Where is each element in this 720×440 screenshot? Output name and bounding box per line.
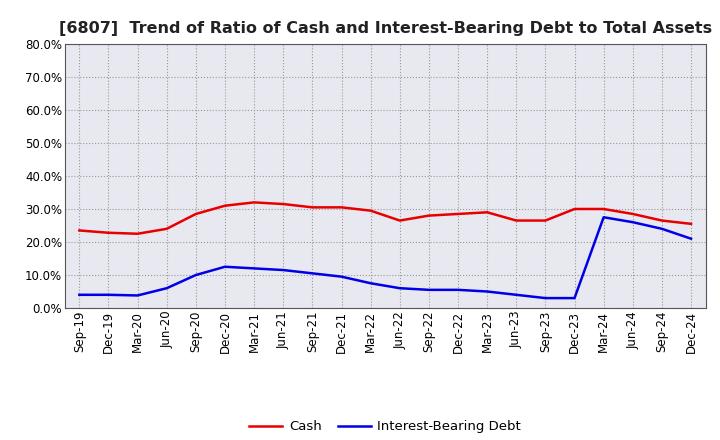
Interest-Bearing Debt	[75, 292, 84, 297]
Cash	[483, 210, 492, 215]
Cash	[220, 203, 229, 209]
Interest-Bearing Debt	[104, 292, 113, 297]
Cash	[163, 226, 171, 231]
Interest-Bearing Debt	[454, 287, 462, 293]
Interest-Bearing Debt	[163, 286, 171, 291]
Line: Interest-Bearing Debt: Interest-Bearing Debt	[79, 217, 691, 298]
Cash	[192, 211, 200, 216]
Interest-Bearing Debt	[657, 226, 666, 231]
Cash	[104, 230, 113, 235]
Interest-Bearing Debt	[395, 286, 404, 291]
Title: [6807]  Trend of Ratio of Cash and Interest-Bearing Debt to Total Assets: [6807] Trend of Ratio of Cash and Intere…	[58, 21, 712, 36]
Legend: Cash, Interest-Bearing Debt: Cash, Interest-Bearing Debt	[244, 415, 526, 439]
Interest-Bearing Debt	[541, 296, 550, 301]
Interest-Bearing Debt	[629, 220, 637, 225]
Cash	[366, 208, 375, 213]
Cash	[133, 231, 142, 236]
Interest-Bearing Debt	[570, 296, 579, 301]
Interest-Bearing Debt	[192, 272, 200, 278]
Cash	[570, 206, 579, 212]
Cash	[599, 206, 608, 212]
Interest-Bearing Debt	[425, 287, 433, 293]
Cash	[687, 221, 696, 227]
Interest-Bearing Debt	[279, 268, 287, 273]
Cash	[308, 205, 317, 210]
Interest-Bearing Debt	[599, 215, 608, 220]
Cash	[657, 218, 666, 223]
Interest-Bearing Debt	[512, 292, 521, 297]
Cash	[395, 218, 404, 223]
Interest-Bearing Debt	[133, 293, 142, 298]
Interest-Bearing Debt	[308, 271, 317, 276]
Interest-Bearing Debt	[366, 281, 375, 286]
Cash	[279, 202, 287, 207]
Interest-Bearing Debt	[337, 274, 346, 279]
Cash	[337, 205, 346, 210]
Interest-Bearing Debt	[687, 236, 696, 241]
Interest-Bearing Debt	[220, 264, 229, 269]
Interest-Bearing Debt	[483, 289, 492, 294]
Cash	[629, 211, 637, 216]
Interest-Bearing Debt	[250, 266, 258, 271]
Cash	[541, 218, 550, 223]
Cash	[75, 228, 84, 233]
Cash	[454, 211, 462, 216]
Cash	[512, 218, 521, 223]
Line: Cash: Cash	[79, 202, 691, 234]
Cash	[425, 213, 433, 218]
Cash	[250, 200, 258, 205]
